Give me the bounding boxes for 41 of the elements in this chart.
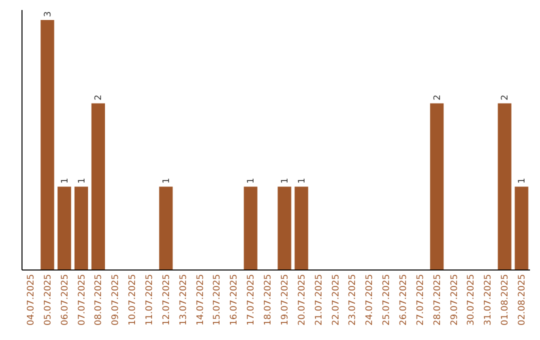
data-label: 1 <box>60 178 70 184</box>
x-tick-label: 29.07.2025 <box>450 274 460 326</box>
x-tick-label: 28.07.2025 <box>432 274 443 326</box>
x-tick-label: 18.07.2025 <box>264 274 274 326</box>
data-label: 2 <box>500 94 511 100</box>
x-tick-label: 22.07.2025 <box>331 274 342 326</box>
x-tick-label: 30.07.2025 <box>466 274 477 326</box>
x-tick-label: 25.07.2025 <box>382 274 392 326</box>
x-tick-label: 10.07.2025 <box>128 274 138 326</box>
x-tick-label: 16.07.2025 <box>230 274 240 326</box>
data-label: 2 <box>432 94 443 100</box>
x-tick-label: 12.07.2025 <box>162 274 172 326</box>
data-label: 1 <box>77 178 88 184</box>
x-tick-label: 27.07.2025 <box>416 274 426 326</box>
data-label: 1 <box>297 178 308 184</box>
x-tick-label: 26.07.2025 <box>399 274 409 326</box>
x-tick-label: 19.07.2025 <box>280 274 290 326</box>
x-tick-label: 09.07.2025 <box>111 274 122 326</box>
x-tick-label: 21.07.2025 <box>314 274 324 326</box>
data-label: 2 <box>94 94 104 100</box>
x-tick-label: 14.07.2025 <box>196 274 206 326</box>
x-tick-label: 31.07.2025 <box>484 274 494 326</box>
x-tick-label: 08.07.2025 <box>94 274 104 326</box>
x-tick-label: 17.07.2025 <box>246 274 257 326</box>
data-label: 1 <box>280 178 290 184</box>
x-tick-label: 24.07.2025 <box>365 274 376 326</box>
x-tick-label: 02.08.2025 <box>518 274 528 326</box>
x-tick-label: 11.07.2025 <box>145 274 155 326</box>
x-tick-label: 20.07.2025 <box>297 274 308 326</box>
x-tick-label: 06.07.2025 <box>60 274 70 326</box>
data-label: 1 <box>518 178 528 184</box>
x-tick-label: 13.07.2025 <box>178 274 189 326</box>
data-label: 3 <box>43 11 54 17</box>
x-tick-label: 05.07.2025 <box>43 274 54 326</box>
x-tick-label: 15.07.2025 <box>212 274 223 326</box>
x-tick-label: 01.08.2025 <box>500 274 511 326</box>
data-label: 1 <box>162 178 172 184</box>
x-tick-label: 23.07.2025 <box>348 274 358 326</box>
x-tick-label: 07.07.2025 <box>77 274 88 326</box>
data-label: 1 <box>246 178 257 184</box>
x-tick-label: 04.07.2025 <box>26 274 36 326</box>
